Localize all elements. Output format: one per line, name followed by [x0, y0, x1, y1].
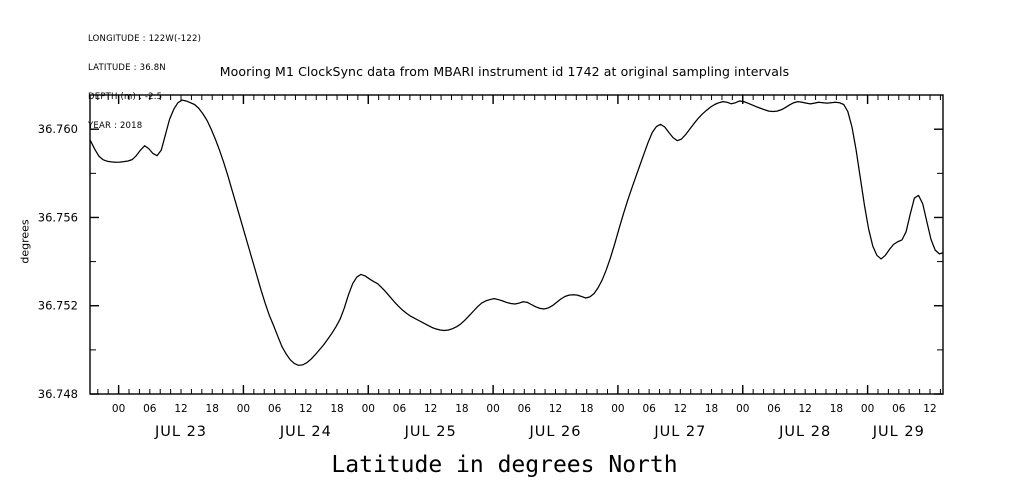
metadata-depth: DEPTH (m) : -2.5 [88, 91, 163, 102]
x-axis-hour-label: 18 [580, 403, 593, 415]
plot-frame [89, 94, 944, 395]
metadata-latitude: LATITUDE : 36.8N [88, 62, 166, 73]
x-axis-hour-label: 18 [206, 403, 219, 415]
x-axis-day-label: JUL 26 [528, 424, 581, 440]
x-axis-hour-label: 00 [861, 403, 874, 415]
x-axis-day-label: JUL 29 [872, 424, 925, 440]
y-axis-tick-label: 36.752 [38, 299, 78, 313]
x-axis-hour-label: 18 [830, 403, 843, 415]
x-axis-hour-label: 12 [923, 403, 936, 415]
x-axis-day-label: JUL 27 [653, 424, 706, 440]
x-axis-day-label: JUL 23 [154, 424, 207, 440]
x-axis-hour-label: 06 [642, 403, 656, 415]
x-axis-hour-label: 12 [674, 403, 687, 415]
x-axis-hour-label: 18 [330, 403, 343, 415]
y-axis-tick-label: 36.760 [38, 122, 78, 136]
x-axis-hour-label: 06 [143, 403, 157, 415]
x-axis-hour-label: 00 [736, 403, 749, 415]
metadata-longitude: LONGITUDE : 122W(-122) [88, 34, 202, 45]
x-axis-day-label: JUL 25 [404, 424, 457, 440]
x-axis-hour-label: 06 [393, 403, 407, 415]
metadata-year: YEAR : 2018 [88, 120, 143, 131]
x-axis-day-label: JUL 28 [778, 424, 831, 440]
chart-title: Mooring M1 ClockSync data from MBARI ins… [219, 64, 790, 79]
x-axis-hour-label: 18 [455, 403, 468, 415]
x-axis-hour-label: 06 [767, 403, 781, 415]
x-axis-hour-label: 06 [518, 403, 532, 415]
x-axis-hour-label: 00 [611, 403, 624, 415]
y-axis-tick-label: 36.748 [38, 387, 78, 401]
x-axis-day-label: JUL 24 [279, 424, 332, 440]
x-axis-hour-label: 00 [362, 403, 375, 415]
x-axis-hour-label: 06 [268, 403, 282, 415]
y-axis-tick-label: 36.756 [38, 210, 78, 224]
x-axis-title: Latitude in degrees North [331, 452, 678, 478]
data-series-line [89, 99, 944, 366]
x-axis-hour-label: 00 [486, 403, 499, 415]
x-axis-hour-label: 00 [237, 403, 250, 415]
x-axis-hour-label: 00 [112, 403, 125, 415]
x-axis-hour-label: 12 [299, 403, 312, 415]
axis-ticks [90, 95, 943, 395]
x-axis-hour-label: 12 [549, 403, 562, 415]
x-axis-hour-label: 12 [174, 403, 187, 415]
x-axis-hour-label: 18 [705, 403, 718, 415]
x-axis-hour-label: 12 [798, 403, 811, 415]
x-axis-hour-label: 06 [892, 403, 906, 415]
x-axis-hour-label: 12 [424, 403, 437, 415]
metadata-block: LONGITUDE : 122W(-122) LATITUDE : 36.8N … [88, 16, 201, 141]
